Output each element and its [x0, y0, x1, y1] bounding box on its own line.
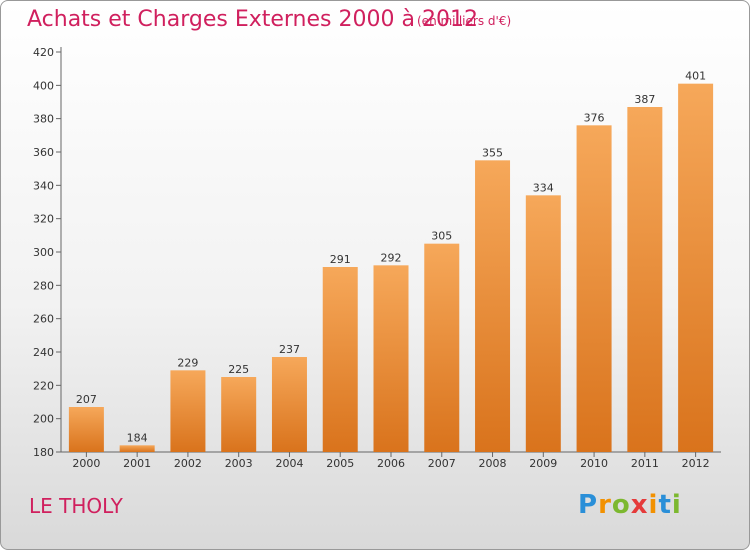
- x-tick-label: 2002: [174, 457, 202, 470]
- y-tick-label: 200: [33, 413, 54, 426]
- y-tick-label: 240: [33, 346, 54, 359]
- bar-2008: [475, 160, 511, 453]
- data-label: 305: [431, 230, 452, 243]
- bar-2009: [525, 195, 561, 453]
- bar-2004: [271, 357, 307, 452]
- data-label: 207: [76, 393, 97, 406]
- bar-2010: [576, 125, 612, 452]
- bar-2012: [678, 83, 714, 453]
- x-tick-label: 2007: [428, 457, 456, 470]
- location-label: LE THOLY: [29, 494, 123, 518]
- y-tick-label: 260: [33, 313, 54, 326]
- y-tick-label: 340: [33, 179, 54, 192]
- y-tick-label: 300: [33, 246, 54, 259]
- bar-2006: [373, 265, 409, 452]
- chart-title: Achats et Charges Externes 2000 à 2012: [27, 7, 478, 32]
- bar-2005: [322, 267, 358, 452]
- data-label: 229: [177, 356, 198, 369]
- y-tick-label: 220: [33, 379, 54, 392]
- data-label: 291: [330, 253, 351, 266]
- x-tick-label: 2005: [326, 457, 354, 470]
- data-label: 184: [127, 431, 148, 444]
- bar-2000: [68, 407, 104, 452]
- bar-2003: [221, 377, 257, 452]
- data-label: 292: [381, 251, 402, 264]
- x-tick-label: 2000: [72, 457, 100, 470]
- data-label: 376: [584, 111, 605, 124]
- x-tick-label: 2011: [631, 457, 659, 470]
- y-tick-label: 420: [33, 46, 54, 59]
- chart-subtitle: (en milliers d'€): [417, 14, 512, 28]
- y-tick-label: 280: [33, 279, 54, 292]
- data-label: 225: [228, 363, 249, 376]
- bar-2011: [627, 107, 663, 452]
- x-tick-label: 2003: [225, 457, 253, 470]
- x-tick-label: 2010: [580, 457, 608, 470]
- y-tick-label: 180: [33, 446, 54, 459]
- data-label: 334: [533, 181, 554, 194]
- y-tick-label: 400: [33, 79, 54, 92]
- data-label: 237: [279, 343, 300, 356]
- x-tick-label: 2001: [123, 457, 151, 470]
- bar-2007: [424, 243, 460, 452]
- bar-2001: [119, 445, 155, 452]
- y-tick-label: 360: [33, 146, 54, 159]
- x-tick-label: 2012: [682, 457, 710, 470]
- x-tick-label: 2004: [275, 457, 303, 470]
- y-tick-label: 320: [33, 213, 54, 226]
- data-label: 401: [685, 70, 706, 83]
- y-tick-label: 380: [33, 113, 54, 126]
- bar-2002: [170, 370, 206, 452]
- data-label: 355: [482, 146, 503, 159]
- x-tick-label: 2009: [529, 457, 557, 470]
- proxiti-logo: Proxiti: [578, 490, 682, 520]
- x-tick-label: 2008: [479, 457, 507, 470]
- data-label: 387: [634, 93, 655, 106]
- x-tick-label: 2006: [377, 457, 405, 470]
